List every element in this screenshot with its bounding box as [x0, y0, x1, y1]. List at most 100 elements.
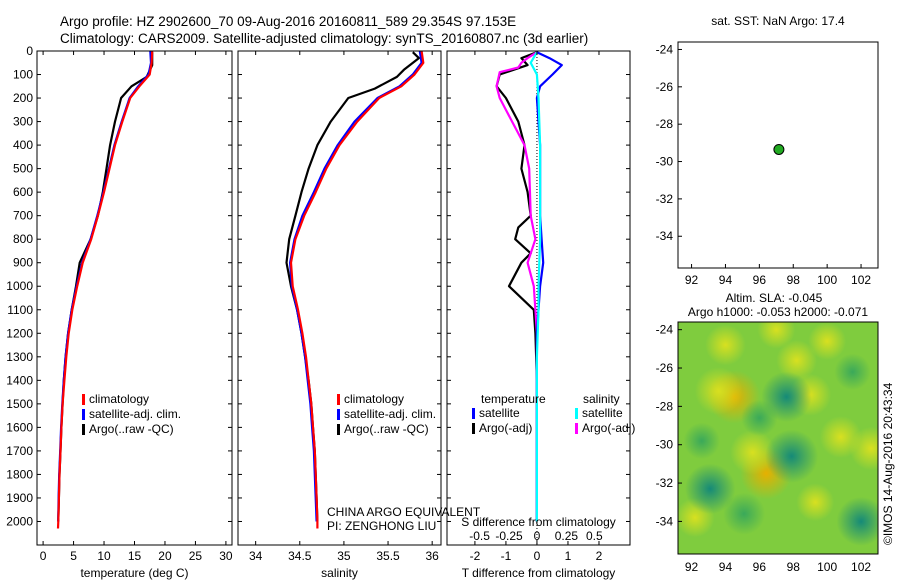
series-line-sal_satellite: [529, 51, 542, 522]
legend-label: Argo(-adj): [582, 421, 635, 435]
y-tick-label: 200: [13, 91, 33, 105]
series-line-satellite: [57, 50, 153, 522]
x-tick-label: 35.5: [376, 549, 400, 563]
x-tick-label: 98: [787, 560, 801, 574]
y-tick-label: -24: [656, 42, 674, 56]
s-tick-label: -0.25: [495, 529, 523, 543]
annotation-text: CHINA ARGO EQUIVALENT: [327, 505, 481, 519]
plot-frame: [36, 50, 233, 546]
sla-subtitle: Argo h1000: -0.053 h2000: -0.071: [688, 305, 868, 319]
legend-label: climatology: [89, 392, 149, 406]
x-tick-label: 2: [596, 549, 603, 563]
temperature-panel: 0 5 10 15 20 25 300100200300400500600700800900…: [6, 44, 233, 580]
y-tick-label: 2000: [6, 514, 33, 528]
sla-anomaly-blob: [694, 367, 743, 415]
sla-anomaly-blob: [819, 416, 862, 459]
s-tick-label: 0.5: [586, 529, 603, 543]
legend-swatch-sal_argo: [575, 423, 578, 434]
plot-frame: [237, 50, 442, 546]
x-tick-label: 0: [40, 549, 47, 563]
legend-label: Argo(-adj): [479, 421, 532, 435]
y-tick-label: -30: [656, 155, 674, 169]
y-tick-label: 1400: [6, 373, 33, 387]
y-tick-label: -34: [656, 229, 674, 243]
x-tick-label: 30: [219, 549, 233, 563]
legend-label: climatology: [344, 392, 404, 406]
sla-anomaly-blob: [685, 463, 736, 515]
series-line-satellite: [535, 51, 563, 522]
sla-anomaly-blob: [796, 483, 835, 522]
y-tick-label: 800: [13, 232, 33, 246]
map-title: sat. SST: NaN Argo: 17.4: [711, 14, 845, 28]
y-tick-label: 0: [26, 44, 33, 58]
y-tick-label: -30: [656, 438, 674, 452]
difference-panel: -2 -1 0 1 2 -0.5 -0.25 0 0.25 0.5S difference fro…: [446, 50, 635, 580]
legend-swatch-climatology: [82, 394, 85, 405]
legend-label: satellite-adj. clim.: [89, 407, 181, 421]
y-tick-label: 1000: [6, 279, 33, 293]
x-tick-label: -2: [470, 549, 481, 563]
sla-anomaly-blob: [723, 492, 766, 535]
x-tick-label: 34: [249, 549, 263, 563]
y-tick-label: 1600: [6, 420, 33, 434]
y-tick-label: -28: [656, 399, 674, 413]
legend-swatch-argo: [82, 424, 85, 435]
sla-anomaly-blob: [834, 353, 871, 391]
x-axis-label: salinity: [321, 566, 358, 580]
x-tick-label: 100: [817, 273, 837, 287]
legend-label: Argo(..raw -QC): [89, 422, 174, 436]
legend-label: satellite: [479, 406, 520, 420]
timestamp-stamp: ©IMOS 14-Aug-2016 20:43:34: [881, 382, 895, 545]
series-line-argo: [495, 51, 538, 522]
y-tick-label: 1100: [7, 303, 33, 317]
x-tick-label: 0: [534, 549, 541, 563]
legend-swatch-satellite: [472, 408, 475, 419]
x-tick-label: 92: [685, 560, 699, 574]
x-tick-label: 100: [817, 560, 837, 574]
legend-swatch-satellite: [82, 409, 85, 420]
sla-anomaly-blob: [705, 324, 746, 366]
x-tick-label: 10: [97, 549, 111, 563]
series-line-climatology: [289, 50, 425, 529]
x-tick-label: 5: [70, 549, 77, 563]
x-tick-label: 96: [753, 273, 767, 287]
sla-anomaly-blob: [730, 429, 775, 475]
y-tick-label: 1500: [6, 397, 33, 411]
legend-header: salinity: [583, 392, 620, 406]
y-tick-label: 600: [13, 185, 33, 199]
x-tick-label: 25: [189, 549, 203, 563]
header-line-2: Climatology: CARS2009. Satellite-adjuste…: [60, 31, 588, 46]
y-tick-label: -32: [656, 192, 674, 206]
x-tick-label: 102: [851, 560, 871, 574]
series-line-argo: [57, 52, 154, 522]
legend-swatch-argo: [337, 424, 340, 435]
y-tick-label: 700: [13, 209, 33, 223]
legend-label: Argo(..raw -QC): [344, 422, 429, 436]
x-tick-label: 36: [425, 549, 439, 563]
sla-title: Altim. SLA: -0.045: [726, 291, 823, 305]
y-tick-label: 300: [13, 115, 33, 129]
x-tick-label: 94: [719, 560, 733, 574]
plot-frame: [446, 50, 631, 546]
y-tick-label: 400: [13, 138, 33, 152]
y-tick-label: -26: [656, 361, 674, 375]
s-tick-label: -0.5: [469, 529, 490, 543]
y-tick-label: -34: [656, 514, 674, 528]
y-tick-label: 1200: [6, 326, 33, 340]
x-tick-label: 1: [565, 549, 572, 563]
annotation-text: PI: ZENGHONG LIU: [327, 519, 436, 533]
y-tick-label: 1900: [6, 491, 33, 505]
s-axis-label: S difference from climatology: [461, 515, 616, 529]
x-tick-label: 96: [753, 560, 767, 574]
y-tick-label: 1300: [6, 350, 33, 364]
x-tick-label: 92: [685, 273, 699, 287]
legend-swatch-sal_satellite: [575, 408, 578, 419]
s-tick-label: 0.25: [555, 529, 579, 543]
series-line-climatology: [56, 50, 154, 529]
y-tick-label: 1700: [6, 444, 33, 458]
plot-frame: [677, 321, 879, 555]
legend-swatch-argo: [472, 423, 475, 434]
sla-map-panel: 92 94 96 98 100 102 -24 -26 -28 -30 -32 -34 Altim. S…: [656, 291, 879, 574]
sla-anomaly-blob: [741, 399, 778, 437]
sla-anomaly-blob: [683, 422, 720, 460]
